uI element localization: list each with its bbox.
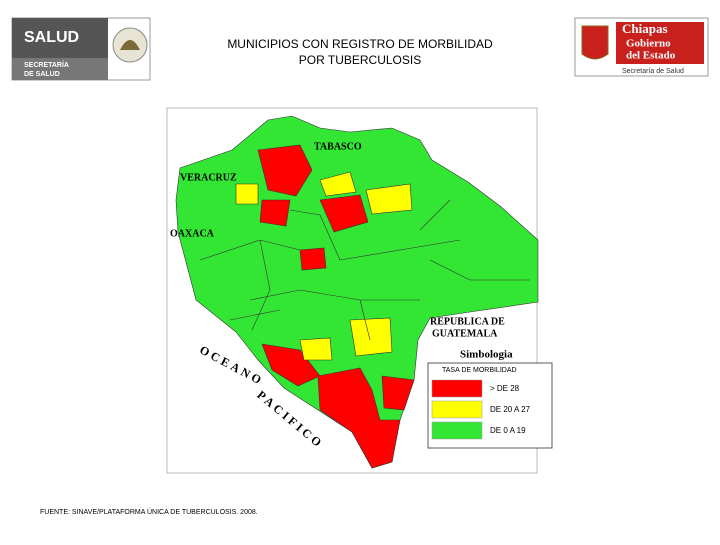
region-label: REPUBLICA DE xyxy=(430,316,505,327)
logo-line: SECRETARÍA xyxy=(24,60,69,69)
municipality xyxy=(261,343,321,387)
logo-line: Gobierno xyxy=(626,38,671,50)
legend-label: DE 0 A 19 xyxy=(490,426,526,435)
legend-items: > DE 28 DE 20 A 27 DE 0 A 19 xyxy=(431,379,531,440)
source: FUENTE: SINAVE/PLATAFORMA ÚNICA DE TUBER… xyxy=(40,507,258,516)
municipality xyxy=(349,317,393,357)
right-logo: Chiapas Gobierno del Estado Secretaría d… xyxy=(574,17,709,77)
coat-of-arms xyxy=(120,40,140,50)
title: POR TUBERCULOSIS xyxy=(299,53,421,67)
region-label: OAXACA xyxy=(170,228,215,239)
legend-swatch xyxy=(431,421,483,440)
municipality xyxy=(235,183,259,205)
logo-subtitle: Secretaría de Salud xyxy=(622,68,684,75)
region-label: TABASCO xyxy=(314,141,362,152)
municipality xyxy=(299,247,327,271)
logo-line: DE SALUD xyxy=(24,71,60,78)
legend-label: DE 20 A 27 xyxy=(490,405,531,414)
municipality xyxy=(257,144,313,197)
logo-name: SALUD xyxy=(24,29,79,46)
municipality xyxy=(259,199,291,227)
logo-band xyxy=(12,18,108,58)
legend-title: Simbologia xyxy=(460,349,513,361)
municipality xyxy=(365,183,413,215)
region-label: VERACRUZ xyxy=(180,172,237,183)
legend-swatch xyxy=(431,379,483,398)
map xyxy=(175,115,539,469)
left-logo: SALUD SECRETARÍA DE SALUD xyxy=(11,17,151,81)
logo-band xyxy=(616,22,704,64)
shield xyxy=(581,25,609,60)
municipality xyxy=(319,194,369,233)
boundary xyxy=(199,199,530,341)
municipality xyxy=(299,337,333,361)
logo-band xyxy=(12,58,108,80)
municipality xyxy=(319,171,357,197)
municipality xyxy=(381,375,415,411)
region-label: GUATEMALA xyxy=(432,328,498,339)
logo-line: del Estado xyxy=(626,50,676,62)
logo-name: Chiapas xyxy=(622,21,668,36)
title: MUNICIPIOS CON REGISTRO DE MORBILIDAD xyxy=(227,37,493,51)
legend-swatch xyxy=(431,400,483,419)
legend-subtitle: TASA DE MORBILIDAD xyxy=(442,367,517,374)
legend-label: > DE 28 xyxy=(490,384,520,393)
municipality xyxy=(317,367,401,469)
